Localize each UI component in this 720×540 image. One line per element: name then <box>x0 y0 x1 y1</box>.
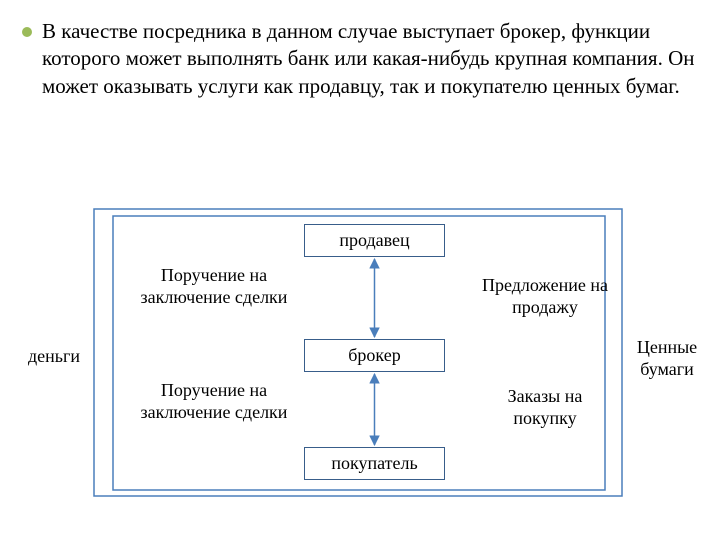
node-broker: брокер <box>304 339 445 372</box>
node-buyer: покупатель <box>304 447 445 480</box>
label-offer: Предложение на продажу <box>460 275 630 318</box>
label-money: деньги <box>14 346 94 368</box>
label-order-bottom: Поручение на заключение сделки <box>134 380 294 423</box>
node-buyer-label: покупатель <box>331 453 417 475</box>
label-bids: Заказы на покупку <box>480 386 610 429</box>
node-seller: продавец <box>304 224 445 257</box>
label-order-top: Поручение на заключение сделки <box>134 265 294 308</box>
node-broker-label: брокер <box>348 345 400 367</box>
node-seller-label: продавец <box>339 230 409 252</box>
slide: В качестве посредника в данном случае вы… <box>0 0 720 540</box>
label-papers: Ценные бумаги <box>622 337 712 380</box>
diagram: продавец брокер покупатель Поручение на … <box>0 0 720 540</box>
